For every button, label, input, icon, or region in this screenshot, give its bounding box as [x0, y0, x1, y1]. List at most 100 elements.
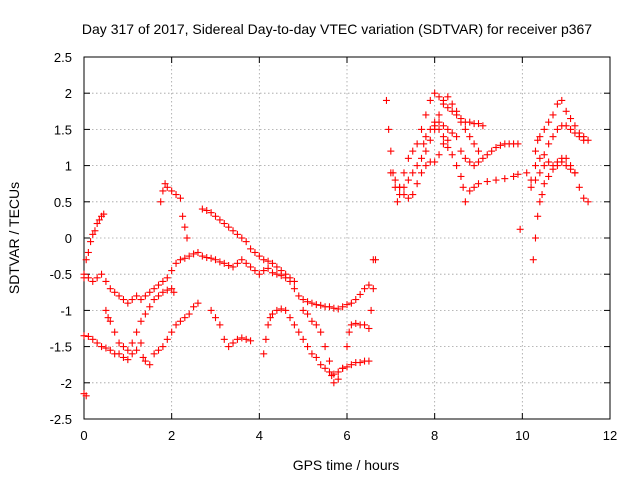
data-point — [435, 125, 443, 133]
data-point — [172, 259, 180, 267]
data-point — [549, 162, 557, 170]
data-point — [115, 339, 123, 347]
data-point — [273, 263, 281, 271]
data-point — [575, 183, 583, 191]
data-point — [181, 314, 189, 322]
data-point — [562, 122, 570, 130]
data-point — [89, 335, 97, 343]
data-point — [334, 375, 342, 383]
data-point — [190, 303, 198, 311]
data-point — [106, 346, 114, 354]
data-point — [545, 158, 553, 166]
data-point — [82, 392, 90, 400]
data-point — [128, 339, 136, 347]
data-point — [290, 285, 298, 293]
data-point — [466, 158, 474, 166]
data-point — [194, 299, 202, 307]
data-point — [299, 335, 307, 343]
data-point — [479, 154, 487, 162]
x-tick-label: 2 — [168, 428, 175, 443]
data-point — [119, 343, 127, 351]
data-point — [347, 361, 355, 369]
data-point — [334, 305, 342, 313]
y-tick-label: 2 — [65, 86, 72, 101]
data-point — [393, 198, 401, 206]
data-point — [536, 154, 544, 162]
data-point — [242, 259, 250, 267]
series-arc-12 — [396, 89, 487, 191]
data-point — [356, 290, 364, 298]
x-tick-label: 8 — [431, 428, 438, 443]
data-point — [203, 206, 211, 214]
data-point — [391, 176, 399, 184]
data-point — [141, 310, 149, 318]
data-point — [444, 136, 452, 144]
data-point — [89, 277, 97, 285]
data-point — [325, 368, 333, 376]
data-point — [141, 357, 149, 365]
data-point — [290, 277, 298, 285]
data-point — [84, 274, 92, 282]
data-point — [382, 96, 390, 104]
series-arc-9 — [299, 256, 379, 387]
data-point — [352, 319, 360, 327]
data-point — [536, 169, 544, 177]
grid — [84, 57, 610, 419]
data-point — [435, 111, 443, 119]
data-point — [168, 267, 176, 275]
data-point — [286, 314, 294, 322]
data-point — [106, 317, 114, 325]
data-point — [439, 122, 447, 130]
data-point — [93, 220, 101, 228]
data-point — [264, 321, 272, 329]
data-point — [146, 361, 154, 369]
data-point — [325, 303, 333, 311]
data-point — [260, 267, 268, 275]
data-point — [286, 274, 294, 282]
data-point — [571, 169, 579, 177]
data-point — [540, 162, 548, 170]
series-arc-6 — [198, 205, 298, 285]
data-point — [247, 245, 255, 253]
data-point — [545, 172, 553, 180]
data-point — [466, 118, 474, 126]
data-point — [308, 299, 316, 307]
data-point — [453, 162, 461, 170]
x-tick-label: 0 — [80, 428, 87, 443]
data-point — [448, 151, 456, 159]
data-point — [273, 270, 281, 278]
data-point — [159, 187, 167, 195]
data-point — [225, 343, 233, 351]
data-point — [567, 125, 575, 133]
data-point — [312, 301, 320, 309]
chart-title: Day 317 of 2017, Sidereal Day-to-day VTE… — [82, 21, 592, 37]
data-point — [365, 325, 373, 332]
data-point — [216, 216, 224, 224]
series-arc-1 — [80, 210, 108, 282]
data-point — [361, 321, 369, 329]
data-point — [229, 339, 237, 347]
data-point — [575, 129, 583, 137]
data-point — [321, 364, 329, 372]
data-point — [444, 93, 452, 101]
data-point — [80, 270, 88, 278]
data-point — [439, 96, 447, 104]
data-point — [163, 335, 171, 343]
data-point — [409, 169, 417, 177]
data-point — [87, 238, 95, 246]
y-axis-label: SDTVAR / TECUs — [6, 182, 22, 294]
data-point — [317, 361, 325, 369]
data-point — [150, 350, 158, 358]
series-arc-3 — [80, 248, 373, 313]
data-point — [365, 357, 373, 365]
data-point — [404, 154, 412, 162]
data-point — [426, 96, 434, 104]
data-point — [141, 292, 149, 300]
data-point — [207, 254, 215, 262]
data-point — [558, 96, 566, 104]
data-point — [422, 162, 430, 170]
data-point — [225, 262, 233, 270]
data-point — [540, 151, 548, 159]
data-point — [431, 158, 439, 166]
data-point — [453, 107, 461, 115]
